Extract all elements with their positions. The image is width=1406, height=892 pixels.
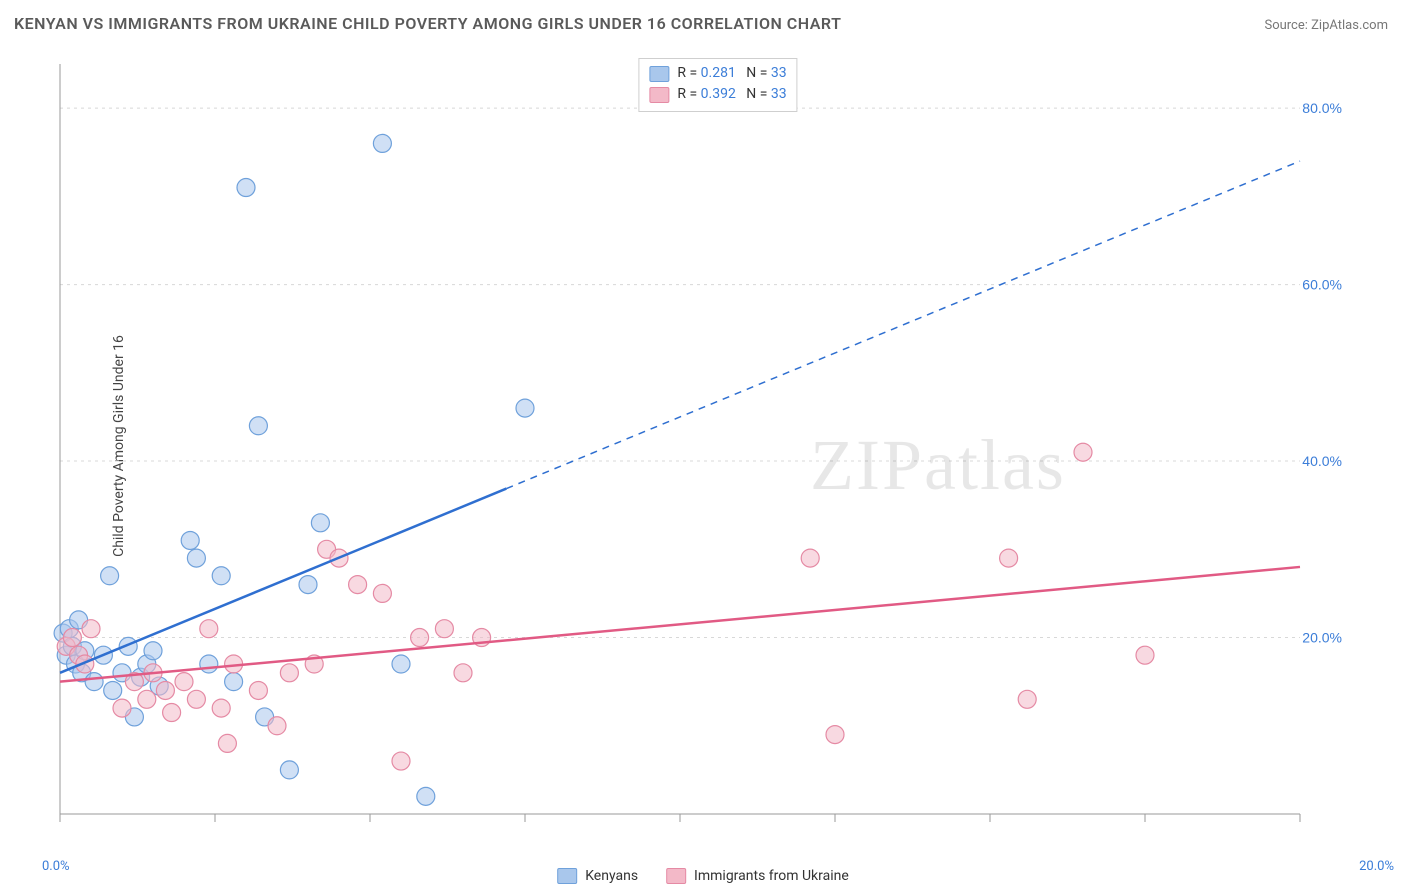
- series-legend: Kenyans Immigrants from Ukraine: [557, 868, 849, 884]
- svg-text:80.0%: 80.0%: [1302, 100, 1342, 116]
- scatter-chart-svg: 20.0% 40.0% 60.0% 80.0%: [50, 54, 1370, 844]
- stats-text: R = 0.281 N = 33: [677, 63, 786, 84]
- chart-title: KENYAN VS IMMIGRANTS FROM UKRAINE CHILD …: [14, 14, 841, 33]
- stats-legend-row: R = 0.281 N = 33: [649, 63, 786, 84]
- svg-text:60.0%: 60.0%: [1302, 277, 1342, 293]
- legend-swatch: [666, 868, 686, 884]
- stats-legend-row: R = 0.392 N = 33: [649, 84, 786, 105]
- stats-legend: R = 0.281 N = 33R = 0.392 N = 33: [638, 58, 797, 112]
- svg-text:20.0%: 20.0%: [1302, 630, 1342, 646]
- plot-area: 20.0% 40.0% 60.0% 80.0% R = 0.281 N = 33R =…: [50, 54, 1386, 852]
- stats-text: R = 0.392 N = 33: [677, 84, 786, 105]
- legend-item: Immigrants from Ukraine: [666, 868, 849, 884]
- x-origin-label: 0.0%: [42, 859, 70, 874]
- legend-label: Kenyans: [585, 868, 638, 884]
- legend-swatch: [649, 87, 669, 103]
- x-end-label: 20.0%: [1359, 859, 1394, 874]
- svg-text:40.0%: 40.0%: [1302, 453, 1342, 469]
- legend-swatch: [649, 66, 669, 82]
- legend-swatch: [557, 868, 577, 884]
- legend-item: Kenyans: [557, 868, 638, 884]
- legend-label: Immigrants from Ukraine: [694, 868, 849, 884]
- source-attribution: Source: ZipAtlas.com: [1264, 18, 1388, 33]
